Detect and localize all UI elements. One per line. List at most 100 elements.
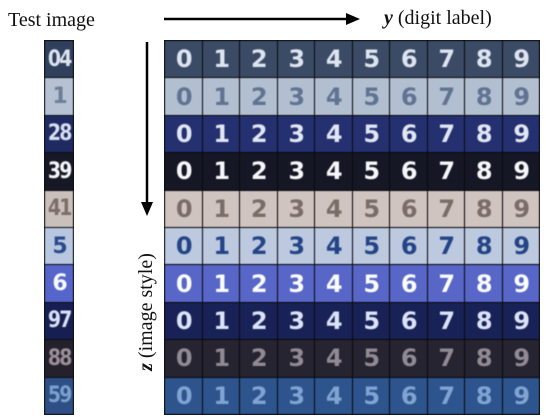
generated-digit: 2 [250, 306, 268, 335]
generated-digit: 5 [363, 269, 380, 298]
generated-digit: 3 [288, 194, 305, 223]
generated-image-tile: 7 [427, 228, 464, 265]
generated-image-tile: 0 [165, 302, 202, 340]
test-image-digits: 6 [52, 271, 67, 297]
generated-digit: 5 [363, 232, 380, 261]
generated-image-tile: 1 [202, 115, 239, 153]
generated-digit: 7 [438, 194, 455, 223]
generated-digit: 0 [175, 194, 193, 223]
generated-image-tile: 5 [352, 190, 389, 227]
generated-image-tile: 5 [352, 265, 389, 302]
generated-image-tile: 6 [390, 340, 427, 377]
generated-digit: 6 [400, 232, 418, 261]
generated-digit: 3 [288, 119, 305, 148]
generated-digit: 5 [363, 119, 380, 148]
generated-image-tile: 5 [352, 41, 389, 78]
test-image-digits: 59 [47, 383, 73, 409]
generated-digit: 7 [438, 157, 455, 186]
generated-image-tile: 2 [240, 302, 277, 340]
generated-image-tile: 2 [240, 153, 277, 190]
generated-digit: 8 [475, 306, 493, 335]
generated-image-tile: 9 [502, 228, 539, 265]
generated-image-tile: 5 [352, 228, 389, 265]
generated-image-tile: 9 [502, 41, 539, 78]
generated-image-tile: 8 [465, 115, 502, 153]
generated-image-tile: 0 [165, 265, 202, 302]
generated-image-tile: 8 [465, 377, 502, 414]
generated-image-tile: 8 [465, 265, 502, 302]
generated-digit: 0 [175, 82, 193, 111]
test-image-digits: 41 [47, 196, 73, 222]
test-image-title: Test image [8, 9, 95, 31]
generated-image-tile: 8 [465, 340, 502, 377]
generated-digit: 4 [325, 269, 343, 298]
generated-digit: 9 [513, 45, 530, 74]
generated-image-tile: 9 [502, 190, 539, 227]
generated-digit: 1 [213, 344, 230, 373]
z-axis-arrow [141, 42, 153, 216]
generated-image-tile: 6 [390, 153, 427, 190]
generated-digit: 2 [250, 82, 268, 111]
generated-digit: 5 [363, 194, 380, 223]
generated-digit: 3 [288, 381, 305, 410]
generated-image-tile: 3 [277, 377, 314, 414]
test-image-tile: 39 [45, 153, 73, 190]
generated-digit: 6 [400, 119, 418, 148]
generated-digit: 8 [475, 45, 493, 74]
test-image-digits: 88 [47, 345, 73, 371]
test-image-tile: 1 [45, 78, 73, 115]
generated-image-tile: 0 [165, 228, 202, 265]
generated-digit: 9 [513, 269, 530, 298]
generated-digit: 8 [475, 82, 493, 111]
generated-image-tile: 9 [502, 377, 539, 414]
generated-digit: 4 [325, 344, 343, 373]
generated-image-tile: 2 [240, 115, 277, 153]
generated-digit: 5 [363, 344, 380, 373]
generated-digit: 7 [438, 119, 455, 148]
generated-image-tile: 3 [277, 41, 314, 78]
generated-digit: 6 [400, 194, 418, 223]
generated-digit: 7 [438, 45, 455, 74]
generated-image-tile: 6 [390, 302, 427, 340]
generated-image-tile: 3 [277, 228, 314, 265]
generated-digit: 3 [288, 232, 305, 261]
generated-digit: 0 [175, 45, 193, 74]
generated-digit: 2 [250, 344, 268, 373]
generated-image-tile: 8 [465, 41, 502, 78]
test-image-tile: 6 [45, 265, 73, 302]
generated-digit: 1 [213, 194, 230, 223]
generated-digit: 9 [513, 306, 530, 335]
generated-image-tile: 7 [427, 377, 464, 414]
generated-image-tile: 8 [465, 190, 502, 227]
generated-image-tile: 2 [240, 265, 277, 302]
generated-image-tile: 6 [390, 115, 427, 153]
generated-image-tile: 7 [427, 265, 464, 302]
generated-image-tile: 0 [165, 78, 202, 115]
generated-image-tile: 0 [165, 153, 202, 190]
generated-digit: 7 [438, 232, 455, 261]
z-description: (image style) [135, 253, 157, 364]
generated-image-tile: 4 [315, 78, 352, 115]
generated-image-tile: 0 [165, 340, 202, 377]
generated-image-tile: 1 [202, 377, 239, 414]
z-axis-label: z (image style) [134, 253, 158, 371]
generated-digit: 4 [325, 381, 343, 410]
generated-image-tile: 8 [465, 302, 502, 340]
generated-digit: 8 [475, 119, 493, 148]
generated-digit: 5 [363, 306, 380, 335]
generated-image-tile: 4 [315, 377, 352, 414]
generated-digit: 6 [400, 306, 418, 335]
generated-image-tile: 0 [165, 41, 202, 78]
generated-image-tile: 3 [277, 78, 314, 115]
generated-image-tile: 4 [315, 228, 352, 265]
generated-image-tile: 3 [277, 340, 314, 377]
generated-image-tile: 7 [427, 190, 464, 227]
test-image-tile: 59 [45, 377, 73, 414]
generated-digit: 3 [288, 306, 305, 335]
generated-image-tile: 0 [165, 115, 202, 153]
y-description: (digit label) [392, 7, 492, 29]
generated-digit: 7 [438, 82, 455, 111]
generated-image-tile: 8 [465, 228, 502, 265]
generated-image-tile: 1 [202, 153, 239, 190]
